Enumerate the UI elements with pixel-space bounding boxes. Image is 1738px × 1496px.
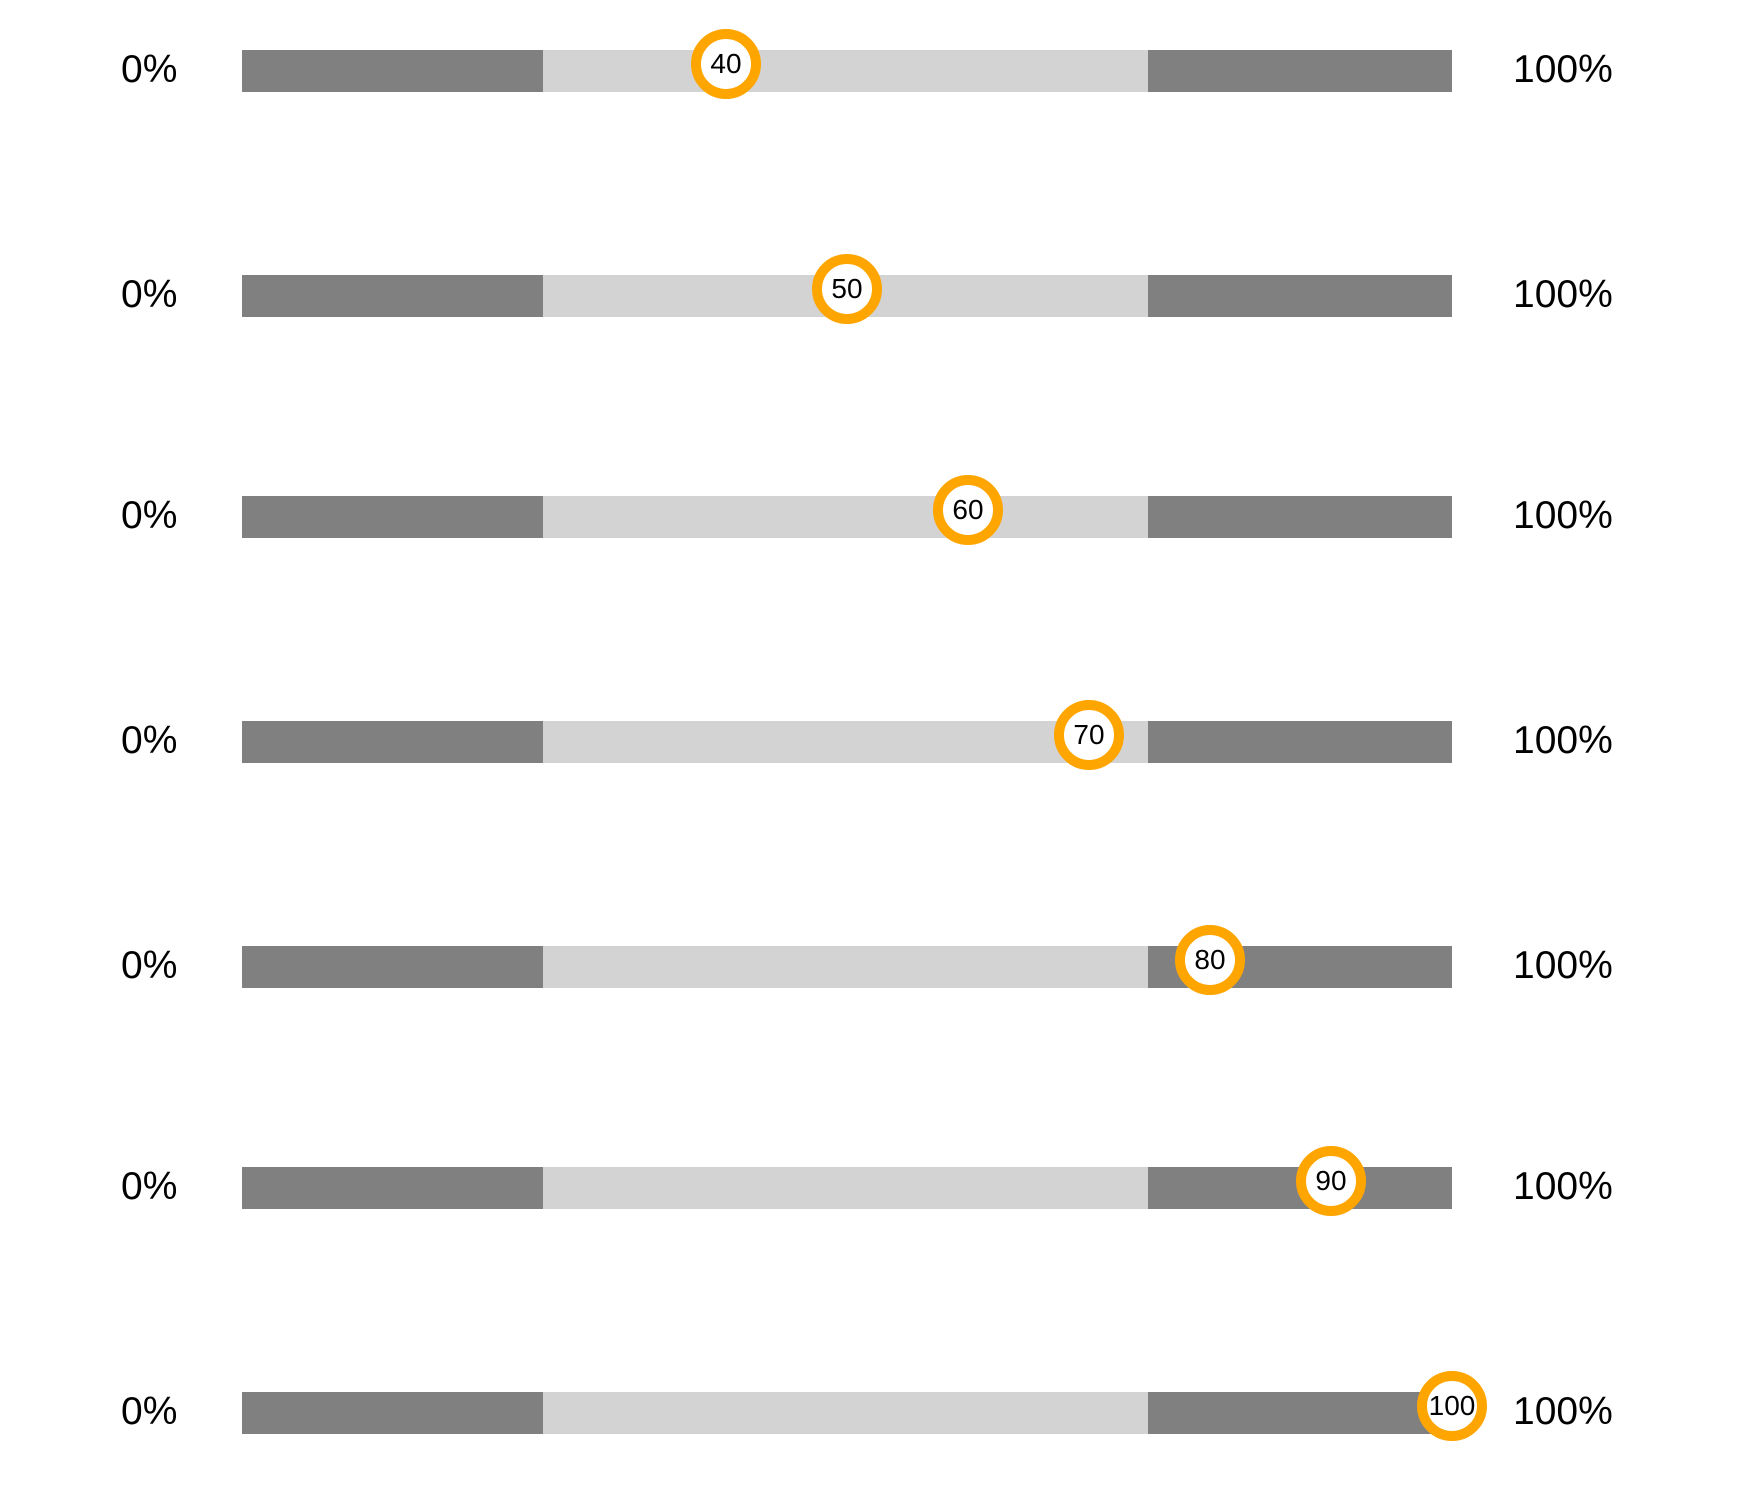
slider-value-label: 80 [1194,944,1226,975]
slider-track[interactable] [242,1392,1452,1434]
slider-thumb[interactable]: 70 [1054,700,1124,770]
slider-max-label: 100% [1513,944,1613,987]
slider-min-label: 0% [121,1390,178,1433]
slider-min-label: 0% [121,1165,178,1208]
slider-row: 0% 100 100% [0,1367,1738,1457]
slider-thumb[interactable]: 40 [691,29,761,99]
slider-thumb[interactable]: 90 [1296,1146,1366,1216]
slider-max-label: 100% [1513,1165,1613,1208]
slider-track[interactable] [242,946,1452,988]
slider-min-label: 0% [121,273,178,316]
slider-max-label: 100% [1513,48,1613,91]
slider-max-label: 100% [1513,273,1613,316]
slider-track-middle-segment [543,496,1148,538]
slider-track[interactable] [242,1167,1452,1209]
slider-max-label: 100% [1513,494,1613,537]
slider-row: 0% 80 100% [0,921,1738,1011]
slider-track[interactable] [242,50,1452,92]
slider-row: 0% 70 100% [0,696,1738,786]
slider-min-label: 0% [121,719,178,762]
slider-track-middle-segment [543,721,1148,763]
slider-max-label: 100% [1513,1390,1613,1433]
slider-value-label: 50 [831,273,863,304]
slider-value-label: 60 [952,494,984,525]
slider-row: 0% 50 100% [0,250,1738,340]
slider-track-middle-segment [543,1392,1148,1434]
slider-value-label: 90 [1315,1165,1347,1196]
slider-track-middle-segment [543,1167,1148,1209]
slider-track-middle-segment [543,946,1148,988]
slider-row: 0% 40 100% [0,25,1738,115]
slider-row: 0% 60 100% [0,471,1738,561]
slider-min-label: 0% [121,48,178,91]
slider-row: 0% 90 100% [0,1142,1738,1232]
slider-value-label: 70 [1073,719,1105,750]
slider-value-label: 40 [710,48,742,79]
slider-track[interactable] [242,721,1452,763]
slider-min-label: 0% [121,494,178,537]
slider-thumb[interactable]: 60 [933,475,1003,545]
slider-thumb[interactable]: 100 [1417,1371,1487,1441]
slider-thumb[interactable]: 80 [1175,925,1245,995]
slider-thumb[interactable]: 50 [812,254,882,324]
slider-max-label: 100% [1513,719,1613,762]
slider-track-middle-segment [543,50,1148,92]
slider-track[interactable] [242,496,1452,538]
slider-min-label: 0% [121,944,178,987]
slider-value-label: 100 [1428,1390,1476,1421]
